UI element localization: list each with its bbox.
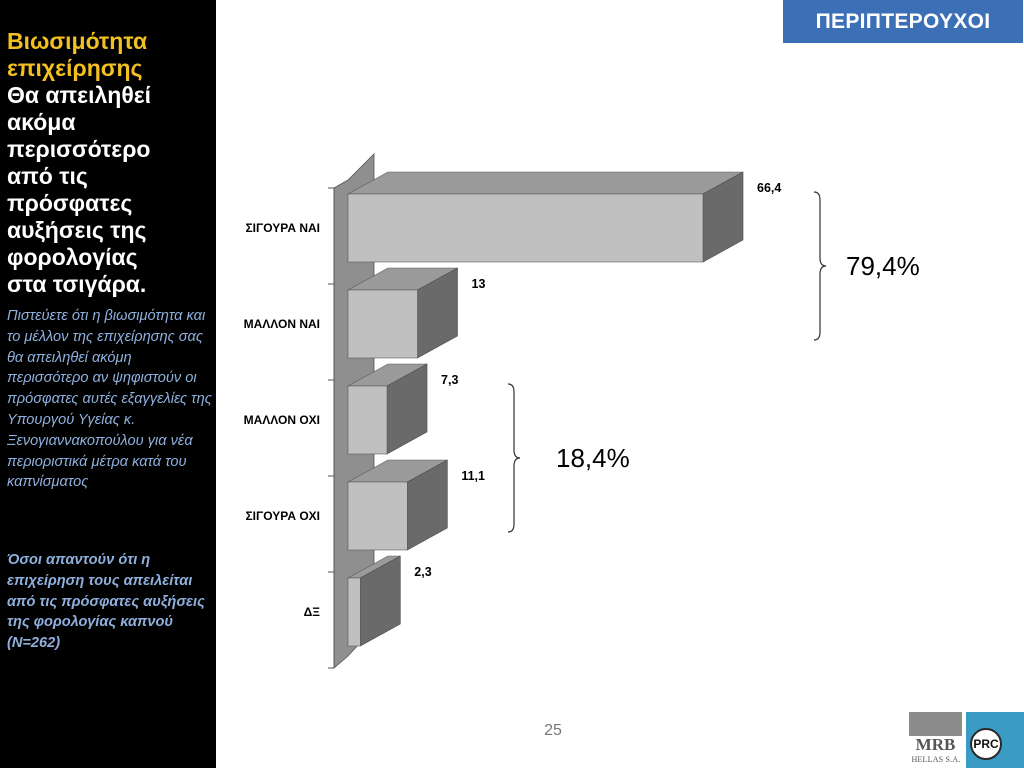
base-note: Όσοι απαντούν ότι η επιχείρηση τους απει… bbox=[7, 552, 205, 652]
bar bbox=[347, 481, 408, 551]
category-label: ΜΑΛΛΟΝ ΝΑΙ bbox=[244, 317, 320, 331]
slide-title: Βιωσιμότητα επιχείρησης Θα απειληθεί ακό… bbox=[7, 28, 212, 298]
bar-top-face bbox=[347, 171, 744, 195]
group-total-label: 79,4% bbox=[846, 251, 920, 281]
title-line: από τις bbox=[7, 163, 88, 189]
bar bbox=[347, 577, 361, 647]
title-line: ακόμα bbox=[7, 109, 76, 135]
title-line: Θα απειληθεί bbox=[7, 82, 152, 108]
chart-bars: ΣΙΓΟΥΡΑ ΝΑΙ 66,4 ΜΑΛΛΟΝ ΝΑΙ 13 ΜΑΛΛΟΝ ΟΧΙ 7,3… bbox=[244, 171, 781, 647]
data-label: 66,4 bbox=[757, 181, 781, 195]
title-line: φορολογίας bbox=[7, 244, 138, 270]
title-line: αυξήσεις της bbox=[7, 217, 147, 243]
data-label: 11,1 bbox=[461, 469, 485, 483]
group-total-label: 18,4% bbox=[556, 443, 630, 473]
mrb-logo-subtitle: HELLAS S.A. bbox=[911, 755, 961, 764]
bar bbox=[347, 289, 418, 359]
title-line: στα τσιγάρα. bbox=[7, 271, 147, 297]
data-label: 2,3 bbox=[414, 565, 431, 579]
data-label: 13 bbox=[472, 277, 486, 291]
chart-group-brackets: 79,4% 18,4% bbox=[507, 191, 920, 533]
category-label: ΣΙΓΟΥΡΑ ΟΧΙ bbox=[245, 509, 320, 523]
survey-question: Πιστεύετε ότι η βιωσιμότητα και το μέλλο… bbox=[7, 308, 212, 491]
group-bracket bbox=[507, 383, 521, 533]
category-label: ΣΙΓΟΥΡΑ ΝΑΙ bbox=[245, 221, 320, 235]
prc-logo-circle: PRC bbox=[970, 728, 1002, 760]
bar-chart: ΣΙΓΟΥΡΑ ΝΑΙ 66,4 ΜΑΛΛΟΝ ΝΑΙ 13 ΜΑΛΛΟΝ ΟΧΙ 7,3… bbox=[244, 153, 920, 669]
title-highlight-line: επιχείρησης bbox=[7, 55, 143, 81]
title-line: πρόσφατες bbox=[7, 190, 133, 216]
sidebar: Βιωσιμότητα επιχείρησης Θα απειληθεί ακό… bbox=[0, 0, 216, 768]
mrb-logo-mark bbox=[909, 712, 962, 736]
prc-logo: PRC bbox=[966, 712, 1024, 768]
group-bracket bbox=[813, 191, 827, 341]
segment-label: ΠΕΡΙΠΤΕΡΟΥΧΟΙ bbox=[783, 0, 1023, 43]
data-label: 7,3 bbox=[441, 373, 458, 387]
footer-logos: MRB HELLAS S.A. PRC bbox=[906, 710, 1024, 768]
category-label: ΔΞ bbox=[304, 605, 321, 619]
mrb-logo: MRB bbox=[915, 735, 956, 754]
category-label: ΜΑΛΛΟΝ ΟΧΙ bbox=[244, 413, 320, 427]
page-number: 25 bbox=[544, 722, 562, 739]
bar bbox=[347, 193, 704, 263]
title-highlight-line: Βιωσιμότητα bbox=[7, 28, 148, 54]
title-line: περισσότερο bbox=[7, 136, 151, 162]
bar bbox=[347, 385, 388, 455]
